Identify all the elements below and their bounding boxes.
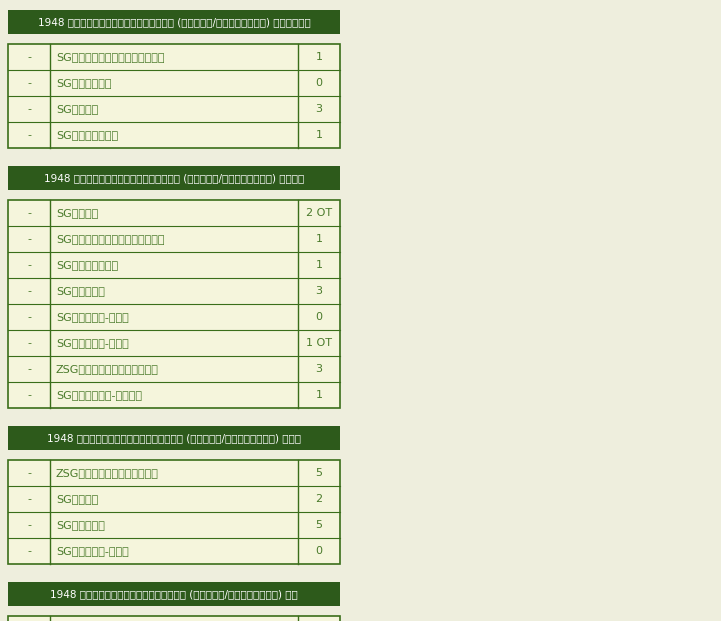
- Text: 3: 3: [316, 286, 322, 296]
- Text: 2 OT: 2 OT: [306, 208, 332, 218]
- Text: 1948 オストツォーネンマイスターシャフト (地区選手権/ソビエト連邦地区) 予選ラウンド: 1948 オストツォーネンマイスターシャフト (地区選手権/ソビエト連邦地区) …: [37, 17, 310, 27]
- Text: SGシュポルトフロインデ・ブルク: SGシュポルトフロインデ・ブルク: [56, 234, 164, 244]
- Text: SGヴァイマル-オスト: SGヴァイマル-オスト: [56, 546, 129, 556]
- Text: 1: 1: [316, 130, 322, 140]
- Text: 5: 5: [316, 468, 322, 478]
- Text: -: -: [27, 312, 31, 322]
- Text: -: -: [27, 234, 31, 244]
- Bar: [8, 10, 340, 34]
- Text: 1: 1: [316, 234, 322, 244]
- Text: SGシュウェリーン: SGシュウェリーン: [56, 260, 118, 270]
- Text: SGヴァイマル-オスト: SGヴァイマル-オスト: [56, 338, 129, 348]
- Bar: [8, 200, 340, 408]
- Text: -: -: [27, 104, 31, 114]
- Text: 5: 5: [316, 520, 322, 530]
- Text: -: -: [27, 390, 31, 400]
- Text: -: -: [27, 78, 31, 88]
- Text: -: -: [27, 52, 31, 62]
- Bar: [8, 44, 340, 148]
- Text: -: -: [27, 468, 31, 478]
- Text: 1: 1: [316, 390, 322, 400]
- Text: SGブラニッツ: SGブラニッツ: [56, 286, 105, 296]
- Text: -: -: [27, 520, 31, 530]
- Bar: [8, 166, 340, 190]
- Text: SGコットブス-オスト: SGコットブス-オスト: [56, 312, 129, 322]
- Text: 2: 2: [316, 494, 322, 504]
- Bar: [8, 582, 340, 606]
- Text: SGメラーネ: SGメラーネ: [56, 494, 98, 504]
- Text: -: -: [27, 286, 31, 296]
- Text: ZSGフライイムフェルデ・ハレ: ZSGフライイムフェルデ・ハレ: [56, 468, 159, 478]
- Text: -: -: [27, 260, 31, 270]
- Text: 3: 3: [316, 364, 322, 374]
- Text: -: -: [27, 546, 31, 556]
- Text: SGヴィスマール-ズュート: SGヴィスマール-ズュート: [56, 390, 142, 400]
- Text: -: -: [27, 364, 31, 374]
- Text: SGバベルスベルク: SGバベルスベルク: [56, 130, 118, 140]
- Text: 0: 0: [316, 546, 322, 556]
- Text: SGシュポルトフロインデ・ブルク: SGシュポルトフロインデ・ブルク: [56, 52, 164, 62]
- Text: 1: 1: [316, 260, 322, 270]
- Text: SGメラーネ: SGメラーネ: [56, 208, 98, 218]
- Text: 1948 オストツォーネンマイスターシャフト (地区選手権/ソビエト連邦地区) 準決勝: 1948 オストツォーネンマイスターシャフト (地区選手権/ソビエト連邦地区) …: [47, 433, 301, 443]
- Text: 1948 オストツォーネンマイスターシャフト (地区選手権/ソビエト連邦地区) 決勝: 1948 オストツォーネンマイスターシャフト (地区選手権/ソビエト連邦地区) …: [50, 589, 298, 599]
- Bar: [8, 616, 340, 621]
- Text: 1 OT: 1 OT: [306, 338, 332, 348]
- Text: 1948 オストツォーネンマイスターシャフト (地区選手権/ソビエト連邦地区) 準々決勝: 1948 オストツォーネンマイスターシャフト (地区選手権/ソビエト連邦地区) …: [44, 173, 304, 183]
- Text: -: -: [27, 494, 31, 504]
- Bar: [8, 460, 340, 564]
- Bar: [8, 426, 340, 450]
- Text: -: -: [27, 338, 31, 348]
- Text: ZSGフライイムフェルデ・ハレ: ZSGフライイムフェルデ・ハレ: [56, 364, 159, 374]
- Text: SGゼンマーダー: SGゼンマーダー: [56, 78, 112, 88]
- Text: 1: 1: [316, 52, 322, 62]
- Text: -: -: [27, 208, 31, 218]
- Text: 0: 0: [316, 78, 322, 88]
- Text: 0: 0: [316, 312, 322, 322]
- Text: SGメラーネ: SGメラーネ: [56, 104, 98, 114]
- Text: 3: 3: [316, 104, 322, 114]
- Text: -: -: [27, 130, 31, 140]
- Text: SGブラニッツ: SGブラニッツ: [56, 520, 105, 530]
